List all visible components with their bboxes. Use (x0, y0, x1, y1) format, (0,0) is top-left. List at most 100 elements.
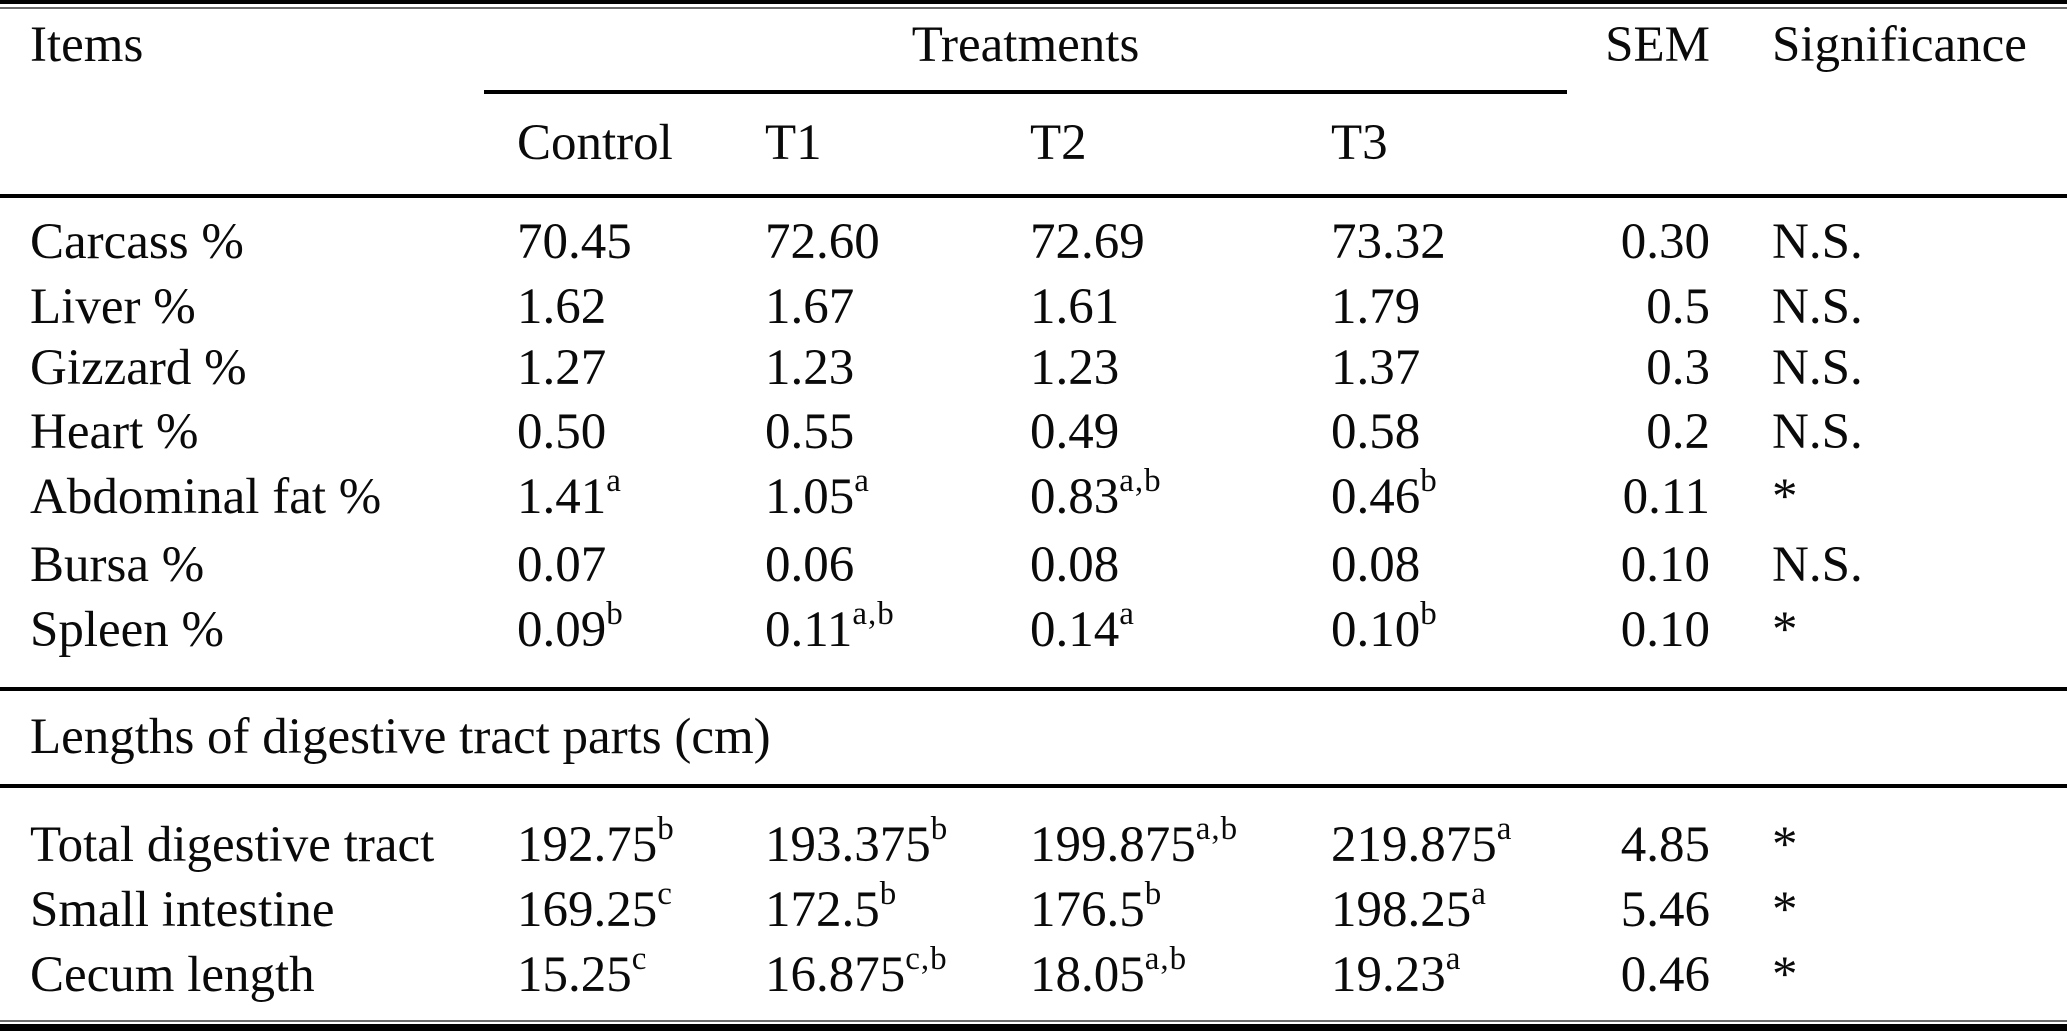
sem-header: SEM (1605, 17, 1710, 73)
sem-value: 0.11 (1622, 469, 1710, 525)
value-t2: 1.23 (1030, 340, 1120, 396)
sem-value: 0.2 (1646, 404, 1710, 460)
superscript: b (1420, 463, 1438, 499)
value-control: 1.41a (517, 463, 622, 526)
value-control: 169.25c (517, 876, 673, 939)
superscript: b (657, 811, 675, 847)
superscript: c (657, 876, 673, 912)
treatments-underline (484, 90, 1567, 94)
value-t3: 0.10b (1331, 596, 1438, 659)
superscript: a,b (1119, 463, 1162, 499)
value-t2: 1.61 (1030, 279, 1120, 335)
table-row: Small intestine 169.25c 172.5b 176.5b 19… (0, 875, 2067, 945)
row-label: Bursa % (30, 537, 205, 593)
significance-header: Significance (1772, 17, 2027, 73)
table-row: Carcass % 70.45 72.60 72.69 73.32 0.30 N… (0, 207, 2067, 277)
row-label: Liver % (30, 279, 196, 335)
value-control: 15.25c (517, 941, 648, 1004)
header-divider-rule (0, 194, 2067, 198)
value-t2: 0.83a,b (1030, 463, 1162, 526)
significance-value: N.S. (1772, 279, 1863, 335)
sem-value: 0.10 (1620, 602, 1710, 658)
superscript: a,b (1195, 811, 1239, 847)
col-header-control: Control (517, 115, 673, 171)
value-t1: 0.55 (765, 404, 855, 460)
superscript: a (1471, 876, 1487, 912)
superscript: a (1496, 811, 1513, 847)
table-row: Total digestive tract 192.75b 193.375b 1… (0, 810, 2067, 880)
value-t1: 193.375b (765, 811, 949, 874)
table-bottom-rule (0, 1024, 2067, 1031)
row-label: Cecum length (30, 947, 315, 1003)
sem-value: 4.85 (1620, 817, 1710, 873)
sem-value: 0.46 (1620, 947, 1710, 1003)
significance-value: * (1772, 947, 1798, 1003)
value-control: 0.07 (517, 537, 607, 593)
superscript: b (930, 811, 949, 847)
value-t3: 198.25a (1331, 876, 1487, 939)
value-t2: 0.49 (1030, 404, 1120, 460)
sem-value: 0.3 (1646, 340, 1710, 396)
value-t1: 0.11a,b (765, 596, 895, 659)
superscript: a (606, 463, 622, 499)
table-row: Abdominal fat % 1.41a 1.05a 0.83a,b 0.46… (0, 462, 2067, 532)
value-control: 1.27 (517, 340, 607, 396)
significance-value: N.S. (1772, 404, 1863, 460)
value-t2: 0.08 (1030, 537, 1120, 593)
table-row: Gizzard % 1.27 1.23 1.23 1.37 0.3 N.S. (0, 333, 2067, 403)
sem-value: 5.46 (1620, 882, 1710, 938)
value-t1: 1.23 (765, 340, 855, 396)
superscript: a (1445, 941, 1462, 977)
header-row-2: Control T1 T2 T3 (0, 108, 2067, 178)
items-header: Items (30, 17, 144, 73)
row-label: Spleen % (30, 602, 225, 658)
value-t1: 1.05a (765, 463, 870, 526)
section-title-row: Lengths of digestive tract parts (cm) (0, 702, 2067, 772)
value-control: 70.45 (517, 214, 632, 270)
value-t1: 16.875c,b (765, 941, 948, 1004)
value-control: 192.75b (517, 811, 675, 874)
superscript: c (631, 941, 648, 977)
sem-value: 0.10 (1620, 537, 1710, 593)
significance-value: N.S. (1772, 214, 1863, 270)
section-title: Lengths of digestive tract parts (cm) (30, 709, 771, 765)
value-t1: 0.06 (765, 537, 855, 593)
table-row: Spleen % 0.09b 0.11a,b 0.14a 0.10b 0.10 … (0, 595, 2067, 665)
sem-value: 0.30 (1620, 214, 1710, 270)
row-label: Total digestive tract (30, 817, 435, 873)
sem-value: 0.5 (1646, 279, 1710, 335)
value-t2: 176.5b (1030, 876, 1163, 939)
significance-value: N.S. (1772, 340, 1863, 396)
table-row: Heart % 0.50 0.55 0.49 0.58 0.2 N.S. (0, 397, 2067, 467)
header-row-1: Items Treatments SEM Significance (0, 10, 2067, 80)
col-header-t1: T1 (765, 115, 822, 171)
significance-value: * (1772, 817, 1798, 873)
value-control: 1.62 (517, 279, 607, 335)
value-t3: 0.46b (1331, 463, 1438, 526)
row-label: Small intestine (30, 882, 335, 938)
value-t2: 199.875a,b (1030, 811, 1239, 874)
value-t1: 72.60 (765, 214, 880, 270)
value-control: 0.50 (517, 404, 607, 460)
row-label: Heart % (30, 404, 199, 460)
superscript: b (1144, 876, 1163, 912)
superscript: b (1420, 596, 1438, 632)
superscript: a (1119, 596, 1135, 632)
row-label: Abdominal fat % (30, 469, 382, 525)
row-label: Gizzard % (30, 340, 247, 396)
table-row: Bursa % 0.07 0.06 0.08 0.08 0.10 N.S. (0, 530, 2067, 600)
value-t1: 172.5b (765, 876, 898, 939)
superscript: a,b (852, 596, 895, 632)
superscript: a (854, 463, 870, 499)
value-t3: 0.08 (1331, 537, 1421, 593)
table-top-rule (0, 0, 2067, 4)
value-t3: 219.875a (1331, 811, 1513, 874)
value-t3: 73.32 (1331, 214, 1446, 270)
table-row: Cecum length 15.25c 16.875c,b 18.05a,b 1… (0, 940, 2067, 1010)
superscript: b (879, 876, 898, 912)
table-bottom-rule-thin (0, 1020, 2067, 1022)
value-t2: 0.14a (1030, 596, 1135, 659)
section-divider-top-rule (0, 687, 2067, 691)
superscript: b (606, 596, 624, 632)
